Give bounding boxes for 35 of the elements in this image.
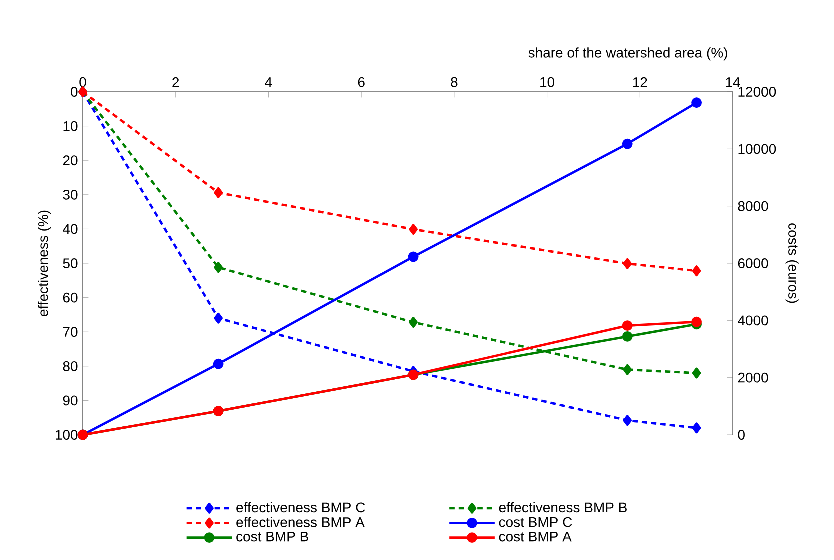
legend-label: cost BMP B (236, 532, 308, 542)
x-tick-label: 2 (172, 78, 180, 88)
y2-tick-label: 6000 (738, 258, 768, 268)
y2-tick-label: 0 (738, 430, 745, 440)
x-tick-label: 14 (726, 78, 740, 88)
legend-label: cost BMP C (499, 517, 572, 528)
y-tick-label: 80 (63, 361, 78, 372)
y2-tick-label: 4000 (738, 316, 768, 326)
legend-label: cost BMP A (499, 532, 572, 542)
x-tick-label: 4 (265, 78, 272, 88)
legend-label: effectiveness BMP A (236, 517, 365, 528)
x-tick-label: 12 (633, 78, 648, 88)
y-tick-label: 30 (63, 190, 78, 200)
y2-tick-label: 8000 (738, 201, 768, 212)
y2-axis-title: costs (euros) (786, 224, 799, 304)
x-tick-label: 10 (540, 77, 555, 88)
y-tick-label: 0 (71, 87, 78, 97)
x-axis-title: share of the watershed area (%) (528, 48, 728, 61)
x-tick-label: 0 (80, 77, 86, 88)
y-tick-label: 40 (63, 224, 78, 234)
y2-tick-label: 2000 (738, 372, 768, 383)
y-axis-title: effectiveness (%) (38, 210, 52, 316)
y-tick-label: 50 (63, 258, 78, 268)
y-tick-label: 20 (63, 156, 78, 166)
y-tick-label: 100 (56, 430, 78, 440)
y2-tick-label: 12000 (738, 87, 776, 97)
y-tick-label: 60 (63, 292, 78, 303)
y-tick-label: 90 (63, 396, 78, 406)
y-tick-label: 70 (63, 327, 78, 338)
x-tick-label: 8 (451, 77, 458, 88)
y-tick-label: 10 (64, 121, 78, 132)
legend-label: effectiveness BMP B (499, 502, 627, 513)
legend-label: effectiveness BMP C (236, 502, 366, 513)
y2-tick-label: 10000 (738, 144, 776, 154)
x-tick-label: 6 (358, 77, 365, 88)
